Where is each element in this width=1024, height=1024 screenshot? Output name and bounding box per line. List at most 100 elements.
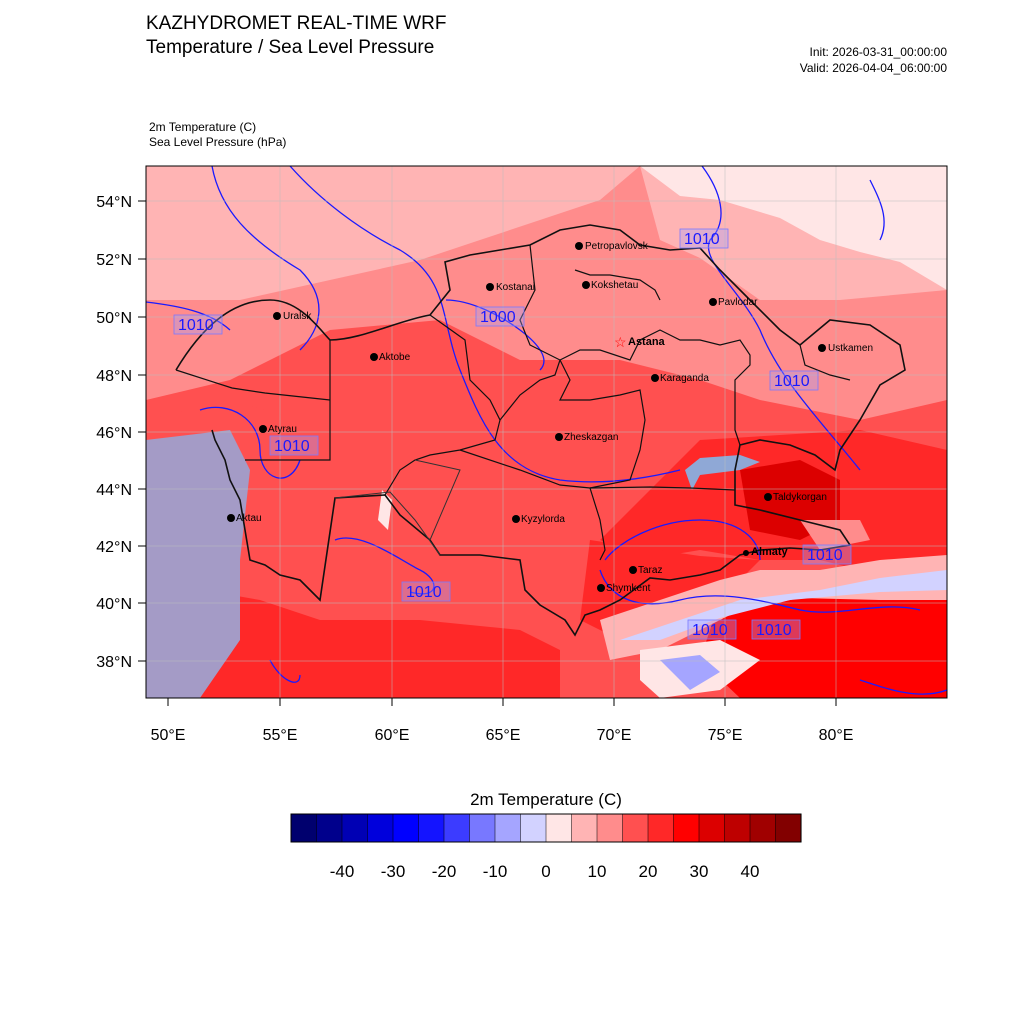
city-label: Ustkamen xyxy=(828,343,873,354)
colorbar-swatch xyxy=(367,813,394,843)
city-label: Petropavlovsk xyxy=(585,241,649,252)
isobar-label: 1010 xyxy=(274,438,310,455)
lon-tick-label: 55°E xyxy=(263,727,298,744)
colorbar-swatch xyxy=(749,813,777,843)
isobar-label: 1010 xyxy=(684,231,720,248)
chart-title: KAZHYDROMET REAL-TIME WRF xyxy=(146,13,447,34)
isobar-label: 1010 xyxy=(807,547,843,564)
city-label: Shymkent xyxy=(606,583,651,594)
city-label: Karaganda xyxy=(660,373,709,384)
colorbar-swatch xyxy=(775,813,802,843)
city-dot xyxy=(764,493,772,501)
isobar-label: 1010 xyxy=(774,373,810,390)
lat-tick-labels: 54°N 52°N 50°N 48°N 46°N 44°N 42°N 40°N … xyxy=(96,194,132,671)
colorbar-swatch xyxy=(698,813,726,843)
lat-tick-label: 54°N xyxy=(96,194,132,211)
city-markers: Petropavlovsk Kostanai Kokshetau Pavloda… xyxy=(227,241,873,594)
colorbar-label: -10 xyxy=(483,862,508,881)
colorbar-swatch xyxy=(494,813,522,843)
city-label: Pavlodar xyxy=(718,297,758,308)
colorbar-swatch xyxy=(724,813,751,843)
colorbar-swatch xyxy=(418,813,445,843)
colorbar-swatch xyxy=(290,813,318,843)
colorbar-frame xyxy=(290,813,802,843)
city-dot xyxy=(512,515,520,523)
colorbar-label: 20 xyxy=(639,862,658,881)
city-label: Kostanai xyxy=(496,282,535,293)
city-label: Aktau xyxy=(236,513,262,524)
admin-borders xyxy=(175,224,906,637)
isobar-label: 1010 xyxy=(178,317,214,334)
colorbar-label: -40 xyxy=(330,862,355,881)
colorbar-swatch xyxy=(622,813,649,843)
lon-tick-label: 70°E xyxy=(597,727,632,744)
isobar-label: 1010 xyxy=(406,584,442,601)
colorbar-swatch xyxy=(545,813,573,843)
colorbar-swatch xyxy=(443,813,471,843)
valid-time: Valid: 2026-04-04_06:00:00 xyxy=(799,61,947,75)
colorbar-label: 30 xyxy=(690,862,709,881)
field-label-temperature: 2m Temperature (C) xyxy=(149,120,257,134)
colorbar-label: -30 xyxy=(381,862,406,881)
city-label: Kyzylorda xyxy=(521,514,565,525)
city-label: Uralsk xyxy=(283,311,312,322)
colorbar-label: 0 xyxy=(541,862,550,881)
city-label: Kokshetau xyxy=(591,280,638,291)
city-label: Zheskazgan xyxy=(564,432,618,443)
colorbar-swatch xyxy=(341,813,369,843)
lat-tick-label: 50°N xyxy=(96,310,132,327)
city-dot xyxy=(486,283,494,291)
lon-tick-label: 80°E xyxy=(819,727,854,744)
colorbar-swatch xyxy=(647,813,675,843)
colorbar-label: -20 xyxy=(432,862,457,881)
city-dot xyxy=(370,353,378,361)
colorbar-swatch xyxy=(392,813,420,843)
city-dot xyxy=(629,566,637,574)
city-dot xyxy=(651,374,659,382)
lon-tick-label: 60°E xyxy=(375,727,410,744)
city-dot xyxy=(575,242,583,250)
city-label: Taraz xyxy=(638,565,662,576)
lat-tick-label: 38°N xyxy=(96,654,132,671)
isobar-labels: 1010 1010 1000 1010 1010 1010 1010 1010 … xyxy=(173,228,852,640)
isobars xyxy=(146,166,947,695)
capital-star-icon: ☆ xyxy=(614,334,627,350)
city-dot xyxy=(259,425,267,433)
city-label: Taldykorgan xyxy=(773,492,827,503)
colorbar-swatch xyxy=(469,813,496,843)
colorbar xyxy=(290,813,802,843)
lat-tick-label: 52°N xyxy=(96,252,132,269)
city-dot xyxy=(555,433,563,441)
isobar-label: 1000 xyxy=(480,309,516,326)
colorbar-title: 2m Temperature (C) xyxy=(470,790,622,809)
city-label: Almaty xyxy=(751,546,789,558)
lon-tick-labels: 50°E 55°E 60°E 65°E 70°E 75°E 80°E xyxy=(151,727,854,744)
axis-ticks xyxy=(138,200,837,706)
city-dot xyxy=(743,550,749,556)
colorbar-label: 10 xyxy=(588,862,607,881)
colorbar-swatch xyxy=(316,813,343,843)
lat-tick-label: 40°N xyxy=(96,596,132,613)
colorbar-swatch xyxy=(673,813,700,843)
lat-tick-label: 44°N xyxy=(96,482,132,499)
city-dot xyxy=(818,344,826,352)
colorbar-swatch xyxy=(596,813,624,843)
city-dot xyxy=(273,312,281,320)
colorbar-labels: -40 -30 -20 -10 0 10 20 30 40 xyxy=(330,862,760,881)
lat-tick-label: 46°N xyxy=(96,425,132,442)
colorbar-label: 40 xyxy=(741,862,760,881)
city-dot xyxy=(709,298,717,306)
lat-tick-label: 42°N xyxy=(96,539,132,556)
colorbar-swatch xyxy=(571,813,598,843)
city-label: Aktobe xyxy=(379,352,411,363)
field-label-pressure: Sea Level Pressure (hPa) xyxy=(149,135,287,149)
lon-tick-label: 50°E xyxy=(151,727,186,744)
chart-subtitle: Temperature / Sea Level Pressure xyxy=(146,37,435,58)
city-label: Astana xyxy=(628,336,666,348)
lon-tick-label: 65°E xyxy=(486,727,521,744)
lon-tick-label: 75°E xyxy=(708,727,743,744)
city-dot xyxy=(227,514,235,522)
colorbar-swatch xyxy=(520,813,547,843)
city-dot xyxy=(597,584,605,592)
